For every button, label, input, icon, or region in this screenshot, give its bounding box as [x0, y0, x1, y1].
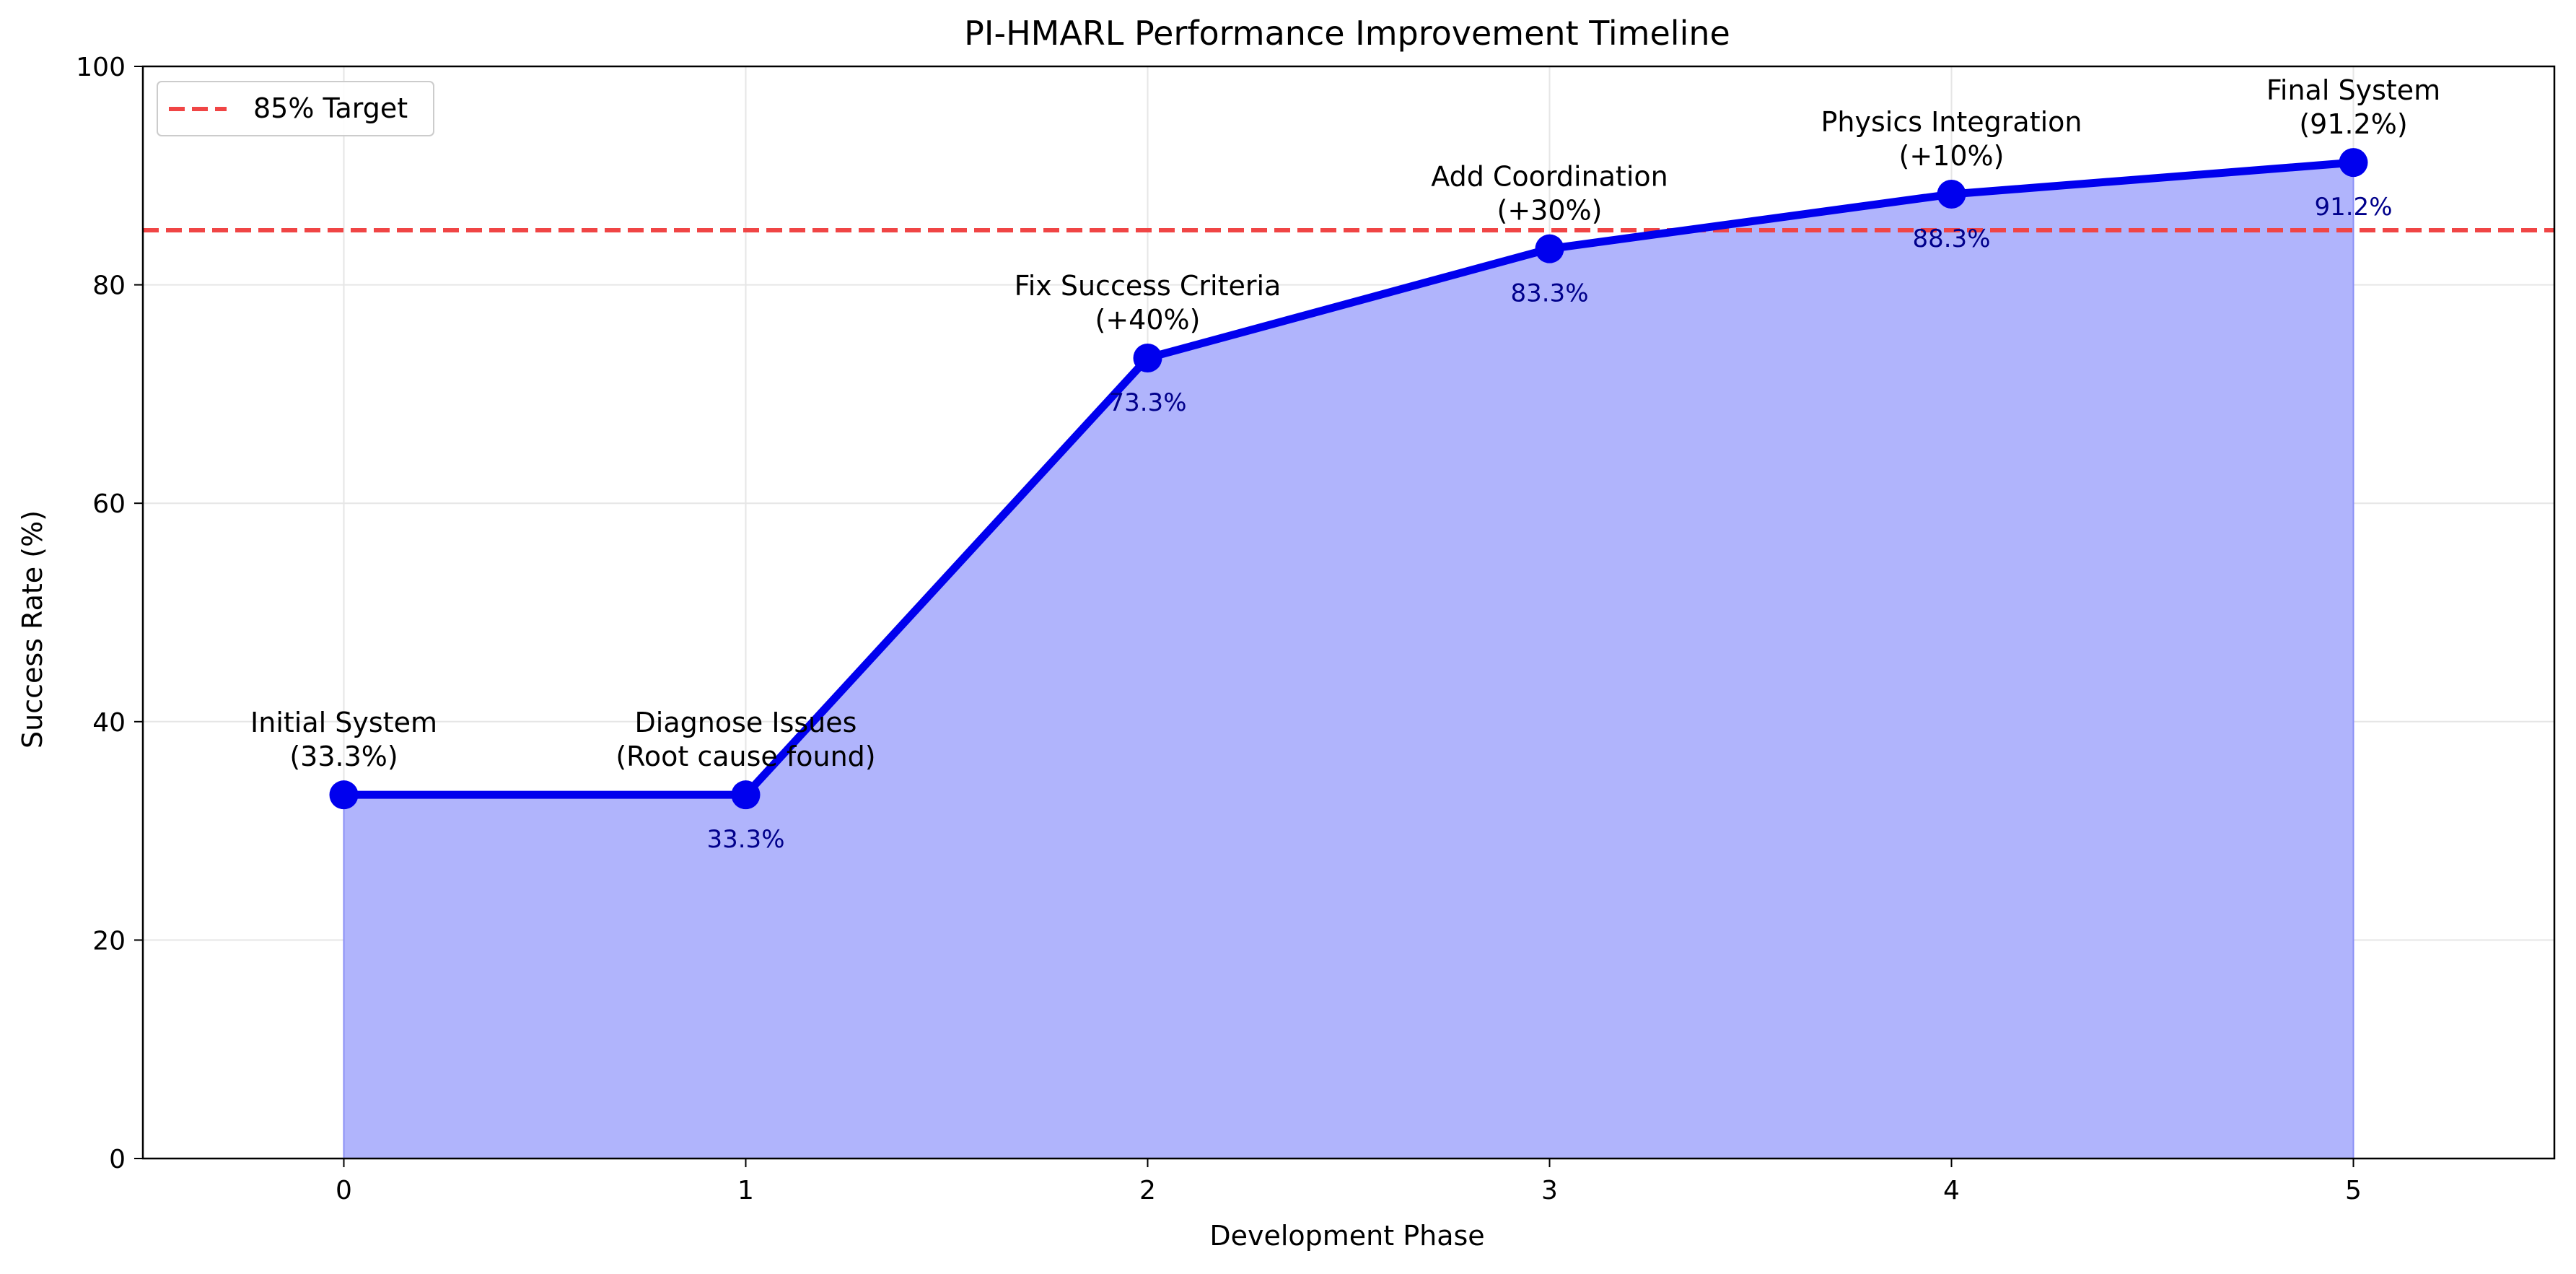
legend-label-target: 85% Target [253, 92, 408, 124]
plot-area-border [141, 65, 2556, 1160]
point-annotation: Fix Success Criteria [1015, 270, 1282, 302]
legend-box [157, 81, 434, 136]
x-axis-label: Development Phase [1209, 1220, 1484, 1252]
data-point-marker [2339, 148, 2368, 178]
series-area-fill [343, 162, 2354, 1159]
value-label: 83.3% [1510, 279, 1588, 308]
point-annotation: (91.2%) [2299, 108, 2407, 140]
point-annotation: Final System [2266, 74, 2440, 106]
area-fill-layer [343, 162, 2354, 1159]
point-annotation: Add Coordination [1431, 161, 1668, 193]
y-axis-label: Success Rate (%) [17, 510, 48, 749]
point-annotation: (33.3%) [289, 741, 398, 772]
point-annotation: (+30%) [1497, 195, 1603, 227]
point-annotation: Initial System [250, 707, 437, 738]
y-tick-label: 60 [92, 489, 126, 519]
value-label: 91.2% [2314, 193, 2392, 222]
x-tick-label: 0 [336, 1176, 352, 1205]
y-tick-label: 0 [109, 1145, 126, 1174]
series-line [340, 158, 2357, 799]
value-label: 73.3% [1108, 388, 1186, 417]
y-tick-label: 100 [76, 53, 126, 82]
data-point-marker [1937, 180, 1966, 209]
axis-ticks: 0 1 2 3 4 5 0 20 40 60 80 100 [76, 53, 2362, 1205]
chart-title: PI-HMARL Performance Improvement Timelin… [964, 14, 1730, 53]
point-annotation: (+10%) [1899, 140, 2005, 172]
plot-frame [141, 65, 2556, 1160]
data-point-marker [731, 780, 761, 810]
y-tick-label: 20 [92, 926, 126, 956]
value-label: 33.3% [706, 825, 784, 854]
point-annotation: Physics Integration [1821, 106, 2082, 138]
value-label: 88.3% [1912, 224, 1990, 253]
y-tick-label: 80 [92, 271, 126, 301]
x-tick-label: 2 [1139, 1176, 1156, 1205]
point-annotation: (Root cause found) [615, 741, 875, 772]
x-tick-label: 1 [737, 1176, 754, 1205]
y-tick-label: 40 [92, 708, 126, 738]
x-tick-label: 3 [1541, 1176, 1558, 1205]
point-annotation: (+40%) [1095, 304, 1201, 336]
series-layer [329, 148, 2368, 810]
data-point-marker [1535, 234, 1564, 263]
data-point-marker [1133, 343, 1162, 372]
x-tick-label: 5 [2345, 1176, 2362, 1205]
legend: 85% Target [157, 81, 434, 136]
annotations-layer: Initial System(33.3%) Diagnose Issues(Roo… [250, 74, 2440, 854]
x-tick-label: 4 [1943, 1176, 1960, 1205]
point-annotation: Diagnose Issues [635, 707, 857, 738]
data-point-marker [329, 780, 359, 810]
